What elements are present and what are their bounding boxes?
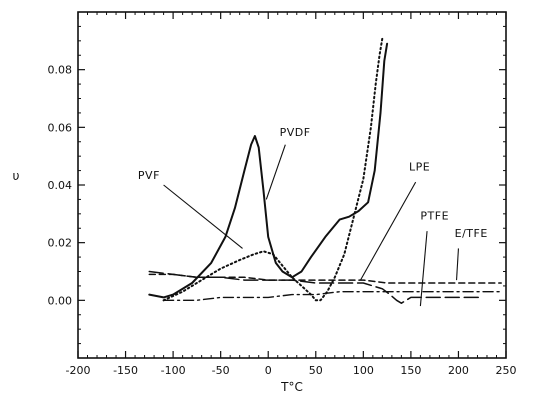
x-tick-label: 100 bbox=[353, 364, 374, 377]
x-axis-label: T°C bbox=[280, 380, 303, 394]
series-line-pvf bbox=[148, 42, 389, 299]
y-tick-label: 0.02 bbox=[48, 237, 73, 250]
plot-frame bbox=[77, 11, 507, 359]
series-label-ptfe: PTFE bbox=[420, 210, 449, 223]
x-tick-label: 150 bbox=[400, 364, 421, 377]
x-tick-label: 250 bbox=[496, 364, 517, 377]
x-tick-label: 0 bbox=[265, 364, 272, 377]
x-tick-label: -100 bbox=[161, 364, 186, 377]
ticks: -200 -150 -100 -50 0 50 100 150 200 250 0.00 0.02 0.… bbox=[48, 12, 517, 377]
labels: PVF PVDF LPE PTFE E/TFE bbox=[138, 126, 488, 307]
x-tick-label: 200 bbox=[448, 364, 469, 377]
series-line-e-tfe bbox=[162, 291, 502, 301]
x-tick-label: -50 bbox=[212, 364, 230, 377]
y-tick-label: 0.04 bbox=[48, 179, 73, 192]
x-tick-label: 50 bbox=[309, 364, 323, 377]
series-line-ptfe bbox=[148, 270, 483, 304]
y-tick-label: 0.00 bbox=[48, 294, 73, 307]
y-tick-label: 0.06 bbox=[48, 121, 73, 134]
series-line-pvdf bbox=[162, 37, 384, 302]
series-label-pvdf: PVDF bbox=[280, 126, 311, 139]
x-tick-label: -200 bbox=[66, 364, 91, 377]
series-label-lpe: LPE bbox=[409, 161, 430, 174]
leader-line-pvdf bbox=[265, 144, 286, 200]
x-tick-label: -150 bbox=[113, 364, 138, 377]
series-label-e-tfe: E/TFE bbox=[455, 227, 488, 240]
series-label-pvf: PVF bbox=[138, 169, 160, 182]
leader-line-e-tfe bbox=[455, 248, 459, 281]
y-axis-label: υ bbox=[13, 169, 20, 183]
leader-line-pvf bbox=[163, 184, 243, 249]
leader-line-lpe bbox=[360, 181, 417, 281]
series-line-lpe bbox=[148, 273, 502, 284]
leader-line-ptfe bbox=[419, 231, 428, 307]
series-layer bbox=[148, 37, 502, 304]
y-tick-label: 0.08 bbox=[48, 64, 73, 77]
